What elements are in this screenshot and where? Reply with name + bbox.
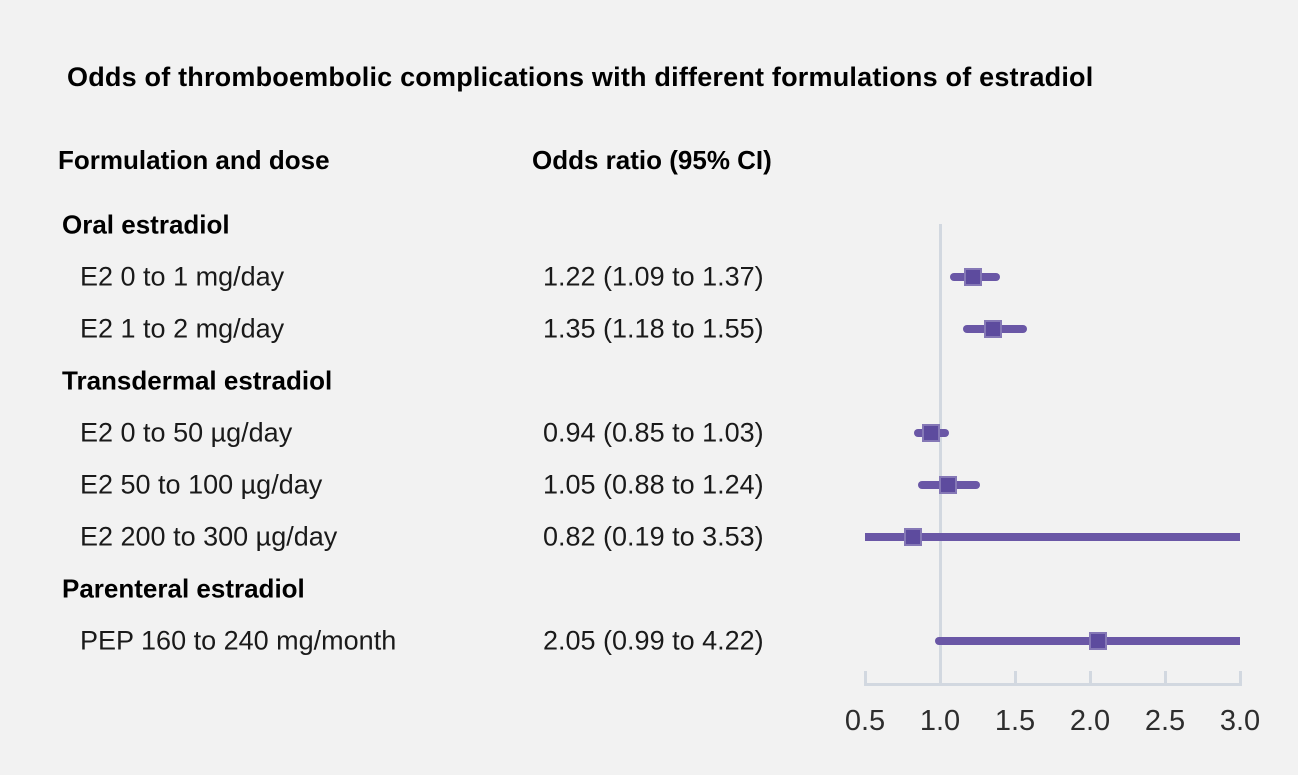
dose-label: PEP 160 to 240 mg/month <box>80 625 397 656</box>
dose-label: E2 0 to 1 mg/day <box>80 261 285 292</box>
odds-ratio-marker <box>983 320 1002 338</box>
odds-ratio-value: 2.05 (0.99 to 4.22) <box>543 625 764 656</box>
dose-label: E2 1 to 2 mg/day <box>80 313 285 344</box>
x-axis-tick-label: 2.5 <box>1144 705 1186 737</box>
odds-ratio-value: 1.05 (0.88 to 1.24) <box>543 469 764 500</box>
odds-ratio-marker <box>938 476 957 494</box>
group-label: Transdermal estradiol <box>62 365 333 396</box>
odds-ratio-marker <box>904 528 922 546</box>
odds-ratio-value: 0.94 (0.85 to 1.03) <box>543 417 764 448</box>
column-header-odds-ratio: Odds ratio (95% CI) <box>532 145 772 175</box>
ci-line <box>865 533 1240 541</box>
x-axis-tick <box>863 671 867 683</box>
x-axis-tick-label: 2.0 <box>1069 705 1111 737</box>
group-label: Oral estradiol <box>62 209 230 240</box>
reference-line <box>938 224 942 686</box>
odds-ratio-value: 0.82 (0.19 to 3.53) <box>543 521 764 552</box>
column-header-formulation: Formulation and dose <box>58 145 330 175</box>
group-label: Parenteral estradiol <box>62 573 305 604</box>
x-axis-line <box>863 683 1242 686</box>
figure-title: Odds of thromboembolic complications wit… <box>67 62 1094 92</box>
odds-ratio-value: 1.35 (1.18 to 1.55) <box>543 313 764 344</box>
dose-label: E2 50 to 100 µg/day <box>80 469 323 500</box>
x-axis-tick <box>938 671 942 683</box>
x-axis-tick-label: 3.0 <box>1219 705 1261 737</box>
dose-label: E2 0 to 50 µg/day <box>80 417 293 448</box>
ci-line <box>934 637 1240 645</box>
x-axis-tick <box>1163 671 1167 683</box>
odds-ratio-marker <box>964 268 982 286</box>
x-axis-tick-label: 1.0 <box>919 705 961 737</box>
x-axis-tick <box>1013 671 1017 683</box>
x-axis-tick <box>1088 671 1092 683</box>
x-axis-tick <box>1238 671 1242 683</box>
dose-label: E2 200 to 300 µg/day <box>80 521 338 552</box>
odds-ratio-marker <box>922 424 940 442</box>
x-axis-tick-label: 0.5 <box>844 705 886 737</box>
odds-ratio-marker <box>1088 632 1107 650</box>
x-axis-tick-label: 1.5 <box>994 705 1036 737</box>
odds-ratio-value: 1.22 (1.09 to 1.37) <box>543 261 764 292</box>
